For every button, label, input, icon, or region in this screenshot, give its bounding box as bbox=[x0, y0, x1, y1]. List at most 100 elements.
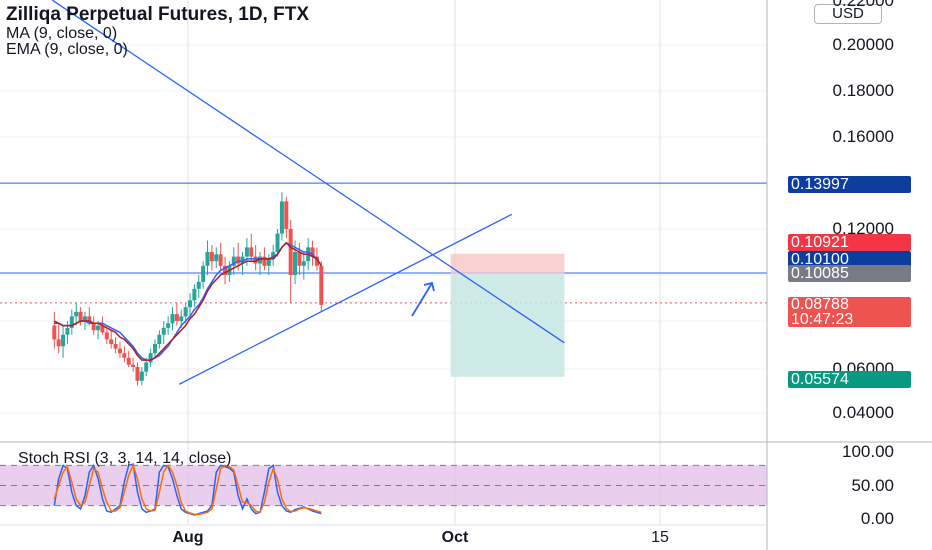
candle-body bbox=[209, 252, 214, 262]
candle-body bbox=[258, 256, 263, 264]
candle-body bbox=[170, 314, 175, 324]
candle-body bbox=[100, 325, 105, 333]
x-tick-15: 15 bbox=[651, 529, 669, 546]
candle-body bbox=[201, 265, 206, 282]
candle-body bbox=[152, 344, 157, 354]
arrow-shaft bbox=[411, 282, 433, 317]
descending-resistance-trendline bbox=[51, 0, 565, 344]
ascending-support-trendline bbox=[178, 213, 513, 385]
candle-body bbox=[293, 252, 298, 275]
chart-title: Zilliqa Perpetual Futures, 1D, FTX bbox=[6, 4, 309, 25]
candle-body bbox=[69, 316, 74, 328]
stoch-d-line bbox=[53, 463, 322, 516]
stoch-rsi-band bbox=[0, 464, 767, 507]
candle-body bbox=[253, 256, 258, 264]
candle-body bbox=[192, 288, 197, 301]
candle-body bbox=[117, 348, 122, 354]
horizontal-lines bbox=[0, 182, 767, 304]
candle-body bbox=[52, 325, 57, 340]
candle-body bbox=[87, 316, 92, 324]
price-tick-label: 0.20000 bbox=[832, 35, 894, 54]
bar-countdown: 10:47:23 bbox=[791, 311, 854, 328]
candle-body bbox=[61, 334, 66, 347]
candle-body bbox=[301, 261, 306, 266]
line-price-tag: 0.10085 bbox=[788, 265, 911, 282]
candle-body bbox=[223, 265, 228, 275]
candle-body bbox=[297, 252, 302, 266]
candle-body bbox=[183, 307, 188, 317]
candle-body bbox=[179, 316, 184, 321]
candle-body bbox=[266, 258, 271, 266]
rsi-tick-label: 50.00 bbox=[851, 476, 894, 495]
candle-body bbox=[78, 311, 83, 321]
candle-body bbox=[65, 327, 70, 335]
candle-body bbox=[231, 256, 236, 266]
ema-line bbox=[53, 241, 322, 361]
rsi-tick-label: 0.00 bbox=[860, 509, 894, 528]
price-tick-label: 0.16000 bbox=[832, 127, 894, 146]
moving-averages bbox=[53, 241, 322, 361]
candle-body bbox=[174, 314, 179, 321]
candle-body bbox=[91, 323, 96, 331]
trendlines bbox=[51, 0, 565, 385]
stoch-k-line bbox=[53, 463, 322, 516]
candle-body bbox=[284, 201, 289, 229]
candle-body bbox=[148, 353, 153, 363]
price-tick-label: 0.18000 bbox=[832, 81, 894, 100]
candle-body bbox=[218, 254, 223, 266]
current-price: 0.08788 bbox=[791, 296, 849, 313]
candle-body bbox=[271, 252, 276, 259]
stoch-rsi-lines bbox=[53, 463, 322, 516]
candle-body bbox=[214, 254, 219, 262]
candle-body bbox=[288, 229, 293, 275]
candle-body bbox=[310, 247, 315, 257]
price-tick-label: 0.04000 bbox=[832, 403, 894, 422]
candle-body bbox=[74, 311, 79, 317]
candle-body bbox=[113, 344, 118, 349]
chart-grid bbox=[0, 0, 767, 525]
candle-body bbox=[166, 323, 171, 328]
candle-body bbox=[240, 256, 245, 264]
candle-body bbox=[109, 339, 114, 344]
candle-body bbox=[122, 353, 127, 358]
annotations bbox=[411, 281, 435, 317]
arrow-head bbox=[423, 281, 435, 292]
candle-body bbox=[139, 371, 144, 381]
target-price-tag: 0.05574 bbox=[788, 371, 911, 388]
candle-body bbox=[157, 334, 162, 344]
x-tick-oct: Oct bbox=[441, 529, 469, 546]
rsi-tick-label: 100.00 bbox=[842, 442, 894, 461]
resistance-price-tag: 0.13997 bbox=[788, 176, 911, 193]
candle-body bbox=[196, 281, 201, 289]
price-tick-label: 0.12000 bbox=[832, 219, 894, 238]
stop-price-tag: 0.10921 bbox=[788, 234, 911, 251]
candle-body bbox=[236, 256, 241, 264]
candle-body bbox=[104, 332, 109, 340]
x-tick-aug: Aug bbox=[172, 529, 204, 546]
candle-body bbox=[56, 339, 61, 347]
candle-body bbox=[262, 256, 267, 266]
entry-price-tag: 0.10100 bbox=[788, 251, 911, 268]
target-zone bbox=[450, 273, 565, 377]
ema-legend[interactable]: EMA (9, close, 0) bbox=[6, 41, 128, 58]
current-price-tag: 0.08788 10:47:23 bbox=[788, 296, 911, 328]
candle-body bbox=[249, 247, 254, 257]
candle-body bbox=[275, 233, 280, 252]
candle-body bbox=[135, 367, 140, 381]
candle-body bbox=[126, 357, 131, 365]
short-position-tool bbox=[450, 253, 565, 377]
stop-zone bbox=[450, 253, 565, 274]
candle-body bbox=[161, 327, 166, 335]
candle-body bbox=[314, 256, 319, 266]
price-tick-label: 0.22000 bbox=[832, 0, 894, 10]
candle-body bbox=[131, 364, 136, 367]
candle-body bbox=[82, 316, 87, 321]
candle-body bbox=[96, 325, 101, 331]
currency-badge[interactable]: USD bbox=[814, 4, 882, 24]
candle-body bbox=[279, 201, 284, 234]
ma-legend[interactable]: MA (9, close, 0) bbox=[6, 25, 118, 42]
stoch-rsi-legend[interactable]: Stoch RSI (3, 3, 14, 14, close) bbox=[18, 450, 232, 467]
candle-body bbox=[244, 247, 249, 257]
